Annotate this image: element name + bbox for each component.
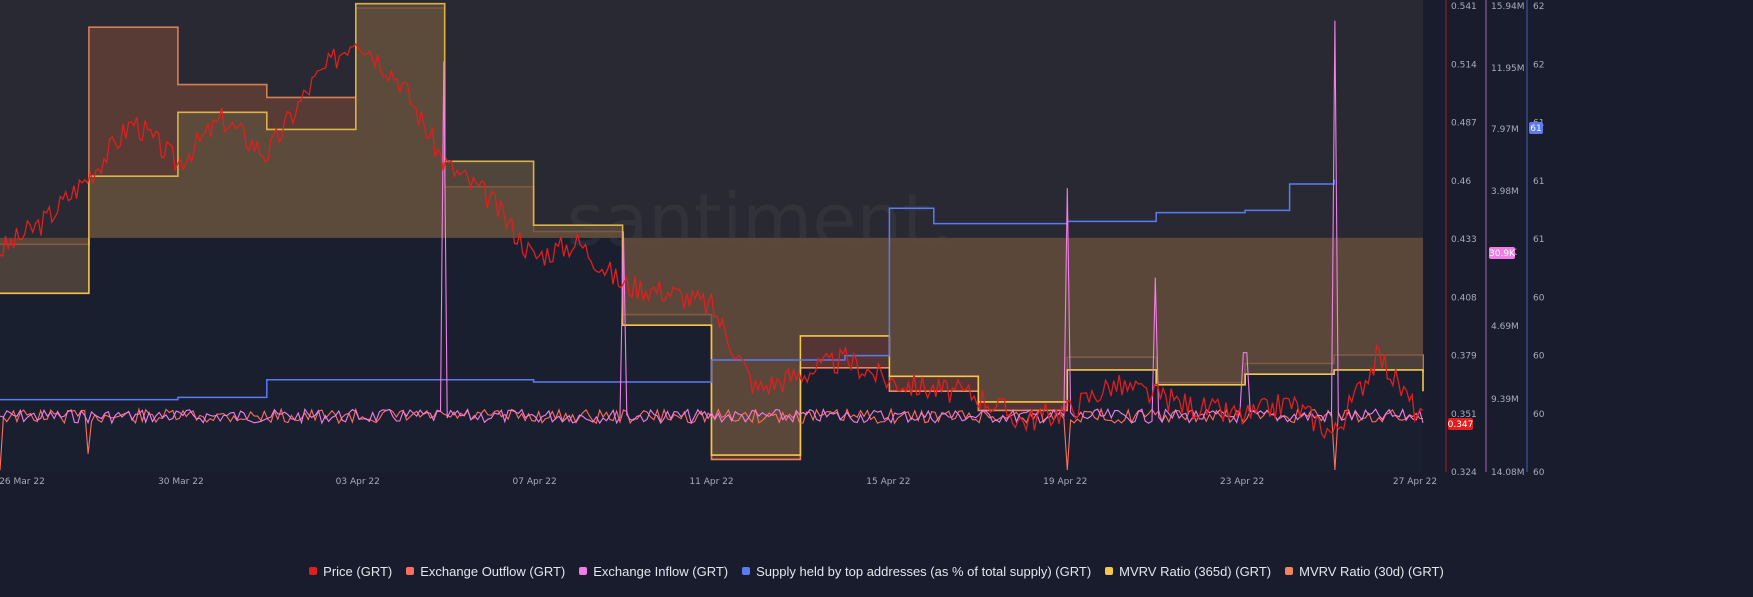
price-axis-label: 0.487 xyxy=(1451,119,1477,129)
price-axis-label: 0.379 xyxy=(1451,352,1477,362)
x-tick-label: 03 Apr 22 xyxy=(336,477,380,487)
supply-axis-label: 60 xyxy=(1533,352,1545,362)
x-tick-label: 07 Apr 22 xyxy=(513,477,557,487)
exchange-inflow-line xyxy=(0,20,1424,425)
legend-swatch xyxy=(742,567,751,575)
price-axis-label: 0.324 xyxy=(1451,468,1477,478)
volume-axis-label: 7.97M xyxy=(1491,125,1519,135)
price-axis-label: 0.514 xyxy=(1451,60,1477,70)
legend-swatch xyxy=(1285,567,1294,575)
mvrv-band xyxy=(0,0,1423,238)
price-axis-label: 0.408 xyxy=(1451,293,1477,303)
legend-swatch xyxy=(1105,567,1114,575)
supply-axis-label: 61 xyxy=(1533,235,1544,245)
volume-current-badge-bg xyxy=(1489,247,1515,259)
volume-axis-label: 3.98M xyxy=(1491,187,1519,197)
volume-axis-label: 14.08M xyxy=(1491,468,1525,478)
volume-current-badge: 30.9K xyxy=(1489,249,1516,259)
volume-axis-label: 4.69M xyxy=(1491,322,1519,332)
price-current-badge-bg xyxy=(1448,418,1473,430)
x-tick-label: 27 Apr 22 xyxy=(1393,477,1437,487)
price-axis-label: 0.541 xyxy=(1451,2,1477,12)
legend-item[interactable]: MVRV Ratio (365d) (GRT) xyxy=(1105,564,1271,579)
price-axis-label: 0.46 xyxy=(1451,177,1471,187)
supply-line xyxy=(0,179,1335,401)
legend-swatch xyxy=(406,567,415,575)
legend-label: MVRV Ratio (365d) (GRT) xyxy=(1119,563,1272,579)
mvrv-365d-area xyxy=(0,3,1423,456)
supply-axis-label: 62 xyxy=(1533,60,1544,70)
legend-item[interactable]: MVRV Ratio (30d) (GRT) xyxy=(1285,564,1444,579)
x-tick-label: 11 Apr 22 xyxy=(689,477,733,487)
legend-label: Exchange Outflow (GRT) xyxy=(420,563,566,579)
legend-swatch xyxy=(309,567,318,575)
x-tick-label: 23 Apr 22 xyxy=(1220,477,1264,487)
price-current-badge: 0.347 xyxy=(1448,420,1474,430)
volume-axis-label: 15.94M xyxy=(1491,2,1525,12)
legend-swatch xyxy=(579,567,588,575)
x-tick-label: 30 Mar 22 xyxy=(158,477,204,487)
supply-axis-label: 60 xyxy=(1533,468,1545,478)
legend-label: MVRV Ratio (30d) (GRT) xyxy=(1299,563,1444,579)
legend-item[interactable]: Exchange Inflow (GRT) xyxy=(579,564,728,579)
price-axis-label: 0.351 xyxy=(1451,410,1477,420)
supply-current-badge-bg xyxy=(1529,122,1543,134)
legend-item[interactable]: Price (GRT) xyxy=(309,564,392,579)
legend-label: Supply held by top addresses (as % of to… xyxy=(756,563,1092,579)
legend-item[interactable]: Exchange Outflow (GRT) xyxy=(406,564,565,579)
x-tick-label: 19 Apr 22 xyxy=(1043,477,1087,487)
legend-label: Price (GRT) xyxy=(323,563,393,579)
price-axis-label: 0.433 xyxy=(1451,235,1477,245)
x-tick-label: 26 Mar 22 xyxy=(0,477,45,487)
volume-axis-label: 9.39M xyxy=(1491,395,1519,405)
supply-axis-label: 60 xyxy=(1533,293,1545,303)
supply-axis-label: 60 xyxy=(1533,410,1545,420)
legend-label: Exchange Inflow (GRT) xyxy=(593,563,729,579)
mvrv-365d-line xyxy=(0,2,1424,456)
chart-legend: Price (GRT) Exchange Outflow (GRT) Exchang… xyxy=(0,560,1753,582)
supply-current-badge: 61 xyxy=(1530,124,1541,134)
supply-axis-label: 61 xyxy=(1533,177,1544,187)
x-tick-label: 15 Apr 22 xyxy=(866,477,910,487)
price-line xyxy=(0,42,1424,440)
legend-item[interactable]: Supply held by top addresses (as % of to… xyxy=(742,564,1091,579)
volume-axis-label: 11.95M xyxy=(1491,64,1525,74)
supply-axis-label: 62 xyxy=(1533,2,1544,12)
